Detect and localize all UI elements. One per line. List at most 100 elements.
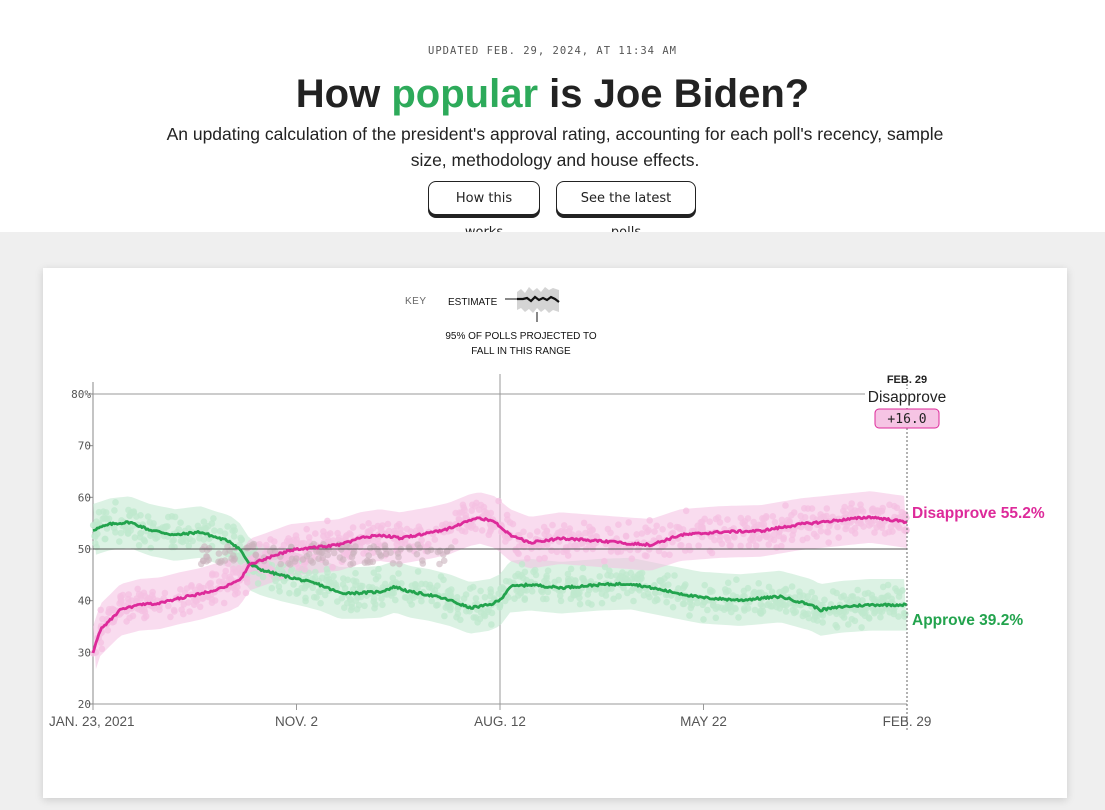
disapprove-poll-dot [468,507,476,514]
disapprove-poll-dot [520,528,527,536]
approve-poll-dot [186,535,193,543]
disapprove-poll-dot [797,523,805,531]
approve-poll-dot [518,561,526,568]
approve-poll-dot [528,588,536,595]
approve-poll-dot [871,609,878,617]
x-tick-label: NOV. 2 [275,714,318,729]
overlap-poll-dot [303,552,311,560]
disapprove-poll-dot [126,614,133,622]
disapprove-end-label: Disapprove 55.2% [912,505,1045,522]
approve-poll-dot [565,578,573,585]
approve-poll-dot [829,588,837,595]
approve-poll-dot [457,616,464,624]
key-range-line2: FALL IN THIS RANGE [471,346,571,357]
disapprove-poll-dot [97,639,105,646]
how-this-works-button[interactable]: How this works [428,181,540,240]
approve-poll-dot [352,581,359,589]
overlap-poll-dot [396,560,403,568]
overlap-poll-dot [350,548,358,555]
disapprove-poll-dot [706,518,713,525]
approve-poll-dot [317,588,324,596]
approve-poll-dot [720,606,728,613]
disapprove-poll-dot [183,585,191,592]
disapprove-poll-dot [737,542,744,550]
overlap-poll-dot [349,560,357,567]
disapprove-poll-dot [98,645,106,653]
approve-poll-dot [210,515,217,522]
disapprove-poll-dot [243,575,251,582]
approve-poll-dot [302,594,309,602]
approve-poll-dot [259,573,267,581]
approve-poll-dot [216,527,224,535]
overlap-poll-dot [288,555,296,563]
overlap-poll-dot [229,552,237,559]
approve-poll-dot [893,587,901,595]
disapprove-poll-dot [298,540,305,547]
disapprove-estimate-line [91,515,908,654]
disapprove-poll-dot [788,511,795,519]
disapprove-poll-dot [161,589,169,597]
disapprove-poll-dot [514,549,521,557]
disapprove-poll-dot [481,508,488,515]
disapprove-poll-dot [622,533,630,540]
disapprove-poll-dot [502,538,509,545]
disapprove-poll-dot [848,500,855,507]
disapprove-poll-dot [582,529,589,537]
disapprove-poll-dot [645,527,652,534]
approve-poll-dot [442,604,450,611]
approve-poll-dot [334,598,341,605]
approve-poll-dot [740,587,748,595]
disapprove-poll-dot [698,533,706,541]
approve-poll-dot [657,577,665,584]
overlap-poll-dot [218,557,225,565]
approve-poll-dot [848,615,856,623]
disapprove-poll-dot [881,530,889,537]
disapprove-poll-dot [782,502,789,509]
approve-poll-dot [854,596,862,603]
approve-poll-dot [567,565,575,573]
approve-poll-dot [401,594,409,601]
disapprove-poll-dot [579,539,587,547]
approve-poll-dot [665,581,672,588]
approve-poll-dot [858,624,865,631]
overlap-poll-dot [316,548,323,556]
approve-poll-dot [585,599,592,607]
approve-poll-dot [775,600,783,608]
disapprove-poll-dot [329,563,336,571]
page-subtitle: An updating calculation of the president… [166,124,944,170]
disapprove-poll-dot [495,497,502,505]
overlap-poll-dot [324,551,332,559]
overlap-poll-dot [440,557,448,564]
approve-poll-dot [604,585,612,593]
disapprove-poll-dot [393,540,401,548]
approve-poll-dot [573,588,581,596]
approve-poll-dot [392,596,399,604]
approve-poll-dot [102,509,110,516]
see-latest-polls-button[interactable]: See the latest polls [556,181,696,240]
approve-poll-dot [755,580,762,587]
disapprove-poll-dot [848,527,856,534]
disapprove-poll-dot [669,529,677,537]
approve-poll-dot [556,592,564,599]
end-labels: Disapprove 55.2% Approve 39.2% [912,505,1045,629]
approve-poll-dot [877,613,884,621]
approve-poll-dot [544,580,551,587]
approve-poll-dot [111,507,118,514]
disapprove-poll-dot [359,523,367,530]
approve-poll-dot [116,538,123,545]
approve-poll-dot [791,594,799,601]
approve-poll-dot [200,518,208,525]
approve-poll-dot [117,529,125,537]
disapprove-poll-dot [788,536,796,544]
disapprove-poll-dot [200,584,207,592]
disapprove-poll-dot [325,538,333,546]
approve-poll-dot [675,585,682,592]
approve-poll-dot [211,527,218,534]
disapprove-poll-dot [431,536,439,543]
approve-poll-dot [230,533,238,540]
approve-poll-dot [340,575,347,582]
approve-poll-dot [543,575,550,582]
approve-poll-dot [579,564,587,572]
approve-poll-dot [694,599,701,607]
overlap-poll-dot [434,548,442,556]
